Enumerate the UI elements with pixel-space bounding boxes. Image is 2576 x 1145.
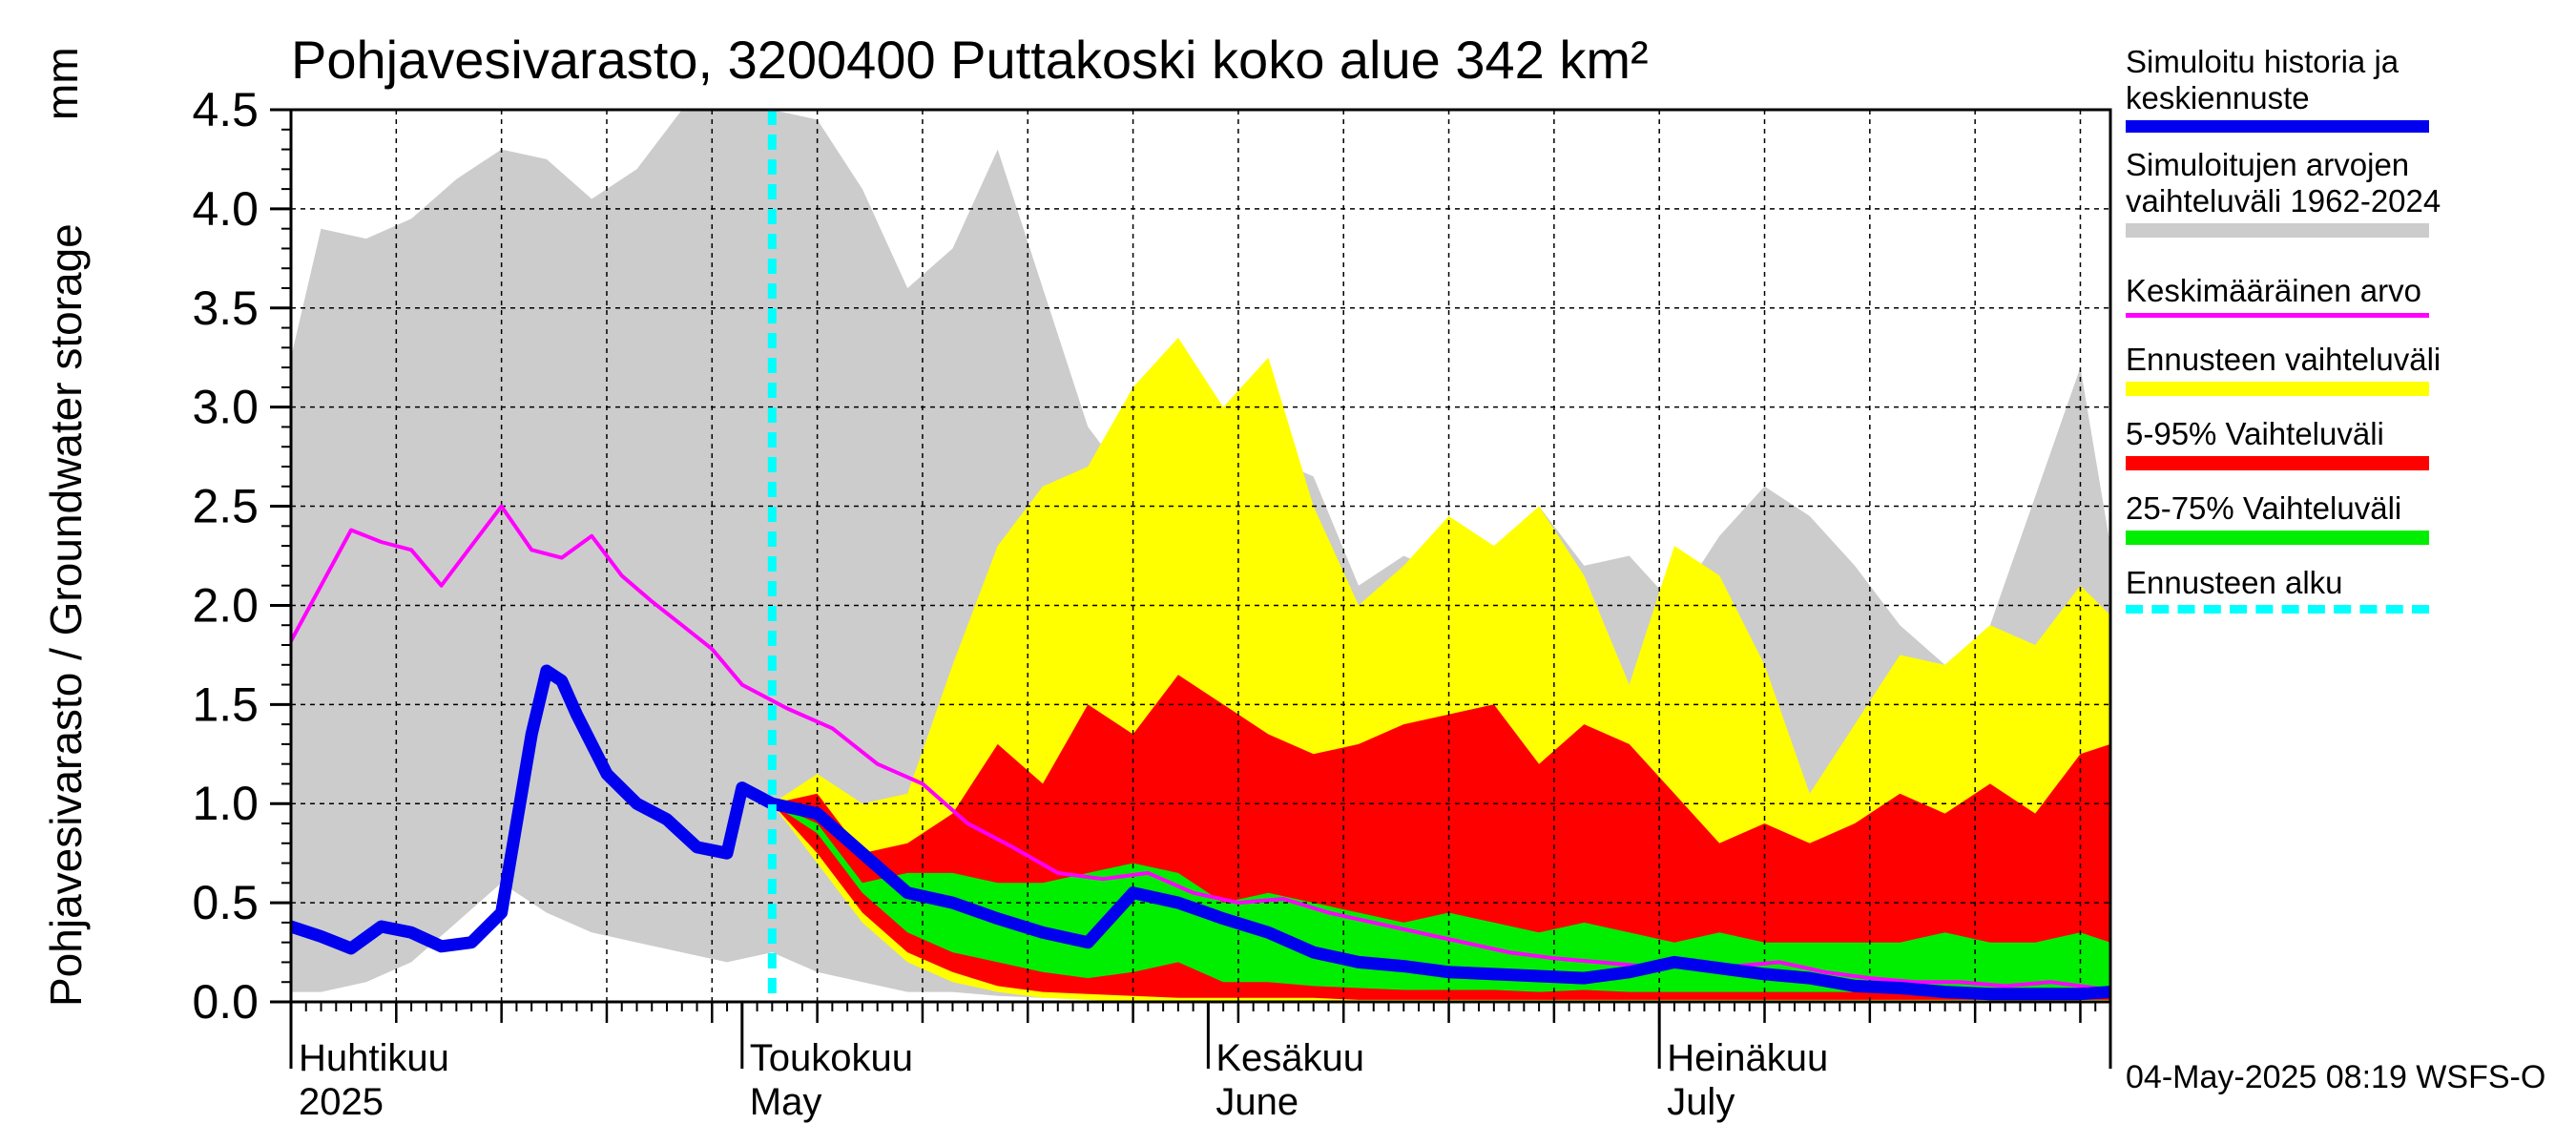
y-tick-label: 4.0	[192, 182, 259, 236]
legend-swatch	[2126, 456, 2429, 470]
band-25-75-vaihteluv-li	[772, 803, 2110, 992]
x-month-label: Heinäkuu	[1667, 1037, 1828, 1079]
legend-entry: Keskimääräinen arvo	[2126, 273, 2565, 342]
y-tick-label: 1.0	[192, 777, 259, 830]
chart-title: Pohjavesivarasto, 3200400 Puttakoski kok…	[291, 30, 1649, 90]
legend-swatch	[2126, 382, 2429, 396]
legend-label: Simuloitu historia ja keskiennuste	[2126, 44, 2399, 115]
plot-frame	[289, 108, 2112, 1004]
y-tick-label: 2.0	[192, 578, 259, 632]
legend-swatch	[2126, 120, 2429, 133]
legend-swatch	[2126, 531, 2429, 545]
y-tick-label: 0.0	[192, 975, 259, 1029]
y-tick-labels: 0.0 0.5 1.0 1.5 2.0 2.5 3.0 3.5 4.0 4.5	[192, 83, 291, 1029]
y-tick-label: 3.0	[192, 381, 259, 434]
chart-grid	[291, 110, 2110, 1002]
y-tick-label: 1.5	[192, 677, 259, 731]
legend-entry: Ennusteen alku	[2126, 565, 2565, 639]
legend: Simuloitu historia ja keskiennuste Simulo…	[2126, 44, 2565, 639]
x-month-label: Huhtikuu	[299, 1037, 449, 1079]
x-month-sublabel: 2025	[299, 1081, 384, 1123]
legend-label: Ennusteen alku	[2126, 565, 2343, 600]
x-month-sublabel: July	[1667, 1081, 1735, 1123]
legend-label: Keskimääräinen arvo	[2126, 273, 2421, 308]
y-tick-label: 0.5	[192, 876, 259, 929]
line-simuloitu-historia-ja-keskiennuste	[291, 664, 2110, 1001]
legend-entry: Ennusteen vaihteluväli	[2126, 342, 2565, 416]
legend-entry: 25-75% Vaihteluväli	[2126, 490, 2565, 565]
unit-label: mm	[37, 47, 87, 120]
chart-bands	[291, 110, 2110, 1002]
legend-label: 25-75% Vaihteluväli	[2126, 490, 2402, 526]
y-tick-label: 4.5	[192, 83, 259, 136]
legend-entry: 5-95% Vaihteluväli	[2126, 416, 2565, 490]
y-axis-label: Pohjavesivarasto / Groundwater storage	[41, 223, 91, 1007]
legend-label: Simuloitujen arvojen vaihteluväli 1962-2…	[2126, 147, 2441, 219]
x-month-sublabel: May	[750, 1081, 822, 1123]
x-month-sublabel: June	[1215, 1081, 1298, 1123]
chart-lines	[291, 504, 2110, 1001]
legend-entry: Simuloitujen arvojen vaihteluväli 1962-2…	[2126, 147, 2565, 273]
y-tick-label: 3.5	[192, 281, 259, 335]
line-keskim-r-inen-arvo	[291, 504, 2110, 992]
x-month-label: Kesäkuu	[1215, 1037, 1364, 1079]
x-month-label: Toukokuu	[750, 1037, 913, 1079]
legend-swatch	[2126, 605, 2429, 614]
legend-label: Ennusteen vaihteluväli	[2126, 342, 2441, 377]
legend-label: 5-95% Vaihteluväli	[2126, 416, 2384, 451]
y-tick-label: 2.5	[192, 480, 259, 533]
legend-entry: Simuloitu historia ja keskiennuste	[2126, 44, 2565, 147]
legend-swatch	[2126, 223, 2429, 238]
legend-swatch	[2126, 313, 2429, 318]
timestamp-footer: 04-May-2025 08:19 WSFS-O	[2126, 1059, 2546, 1095]
chart-axes	[281, 108, 2112, 1069]
